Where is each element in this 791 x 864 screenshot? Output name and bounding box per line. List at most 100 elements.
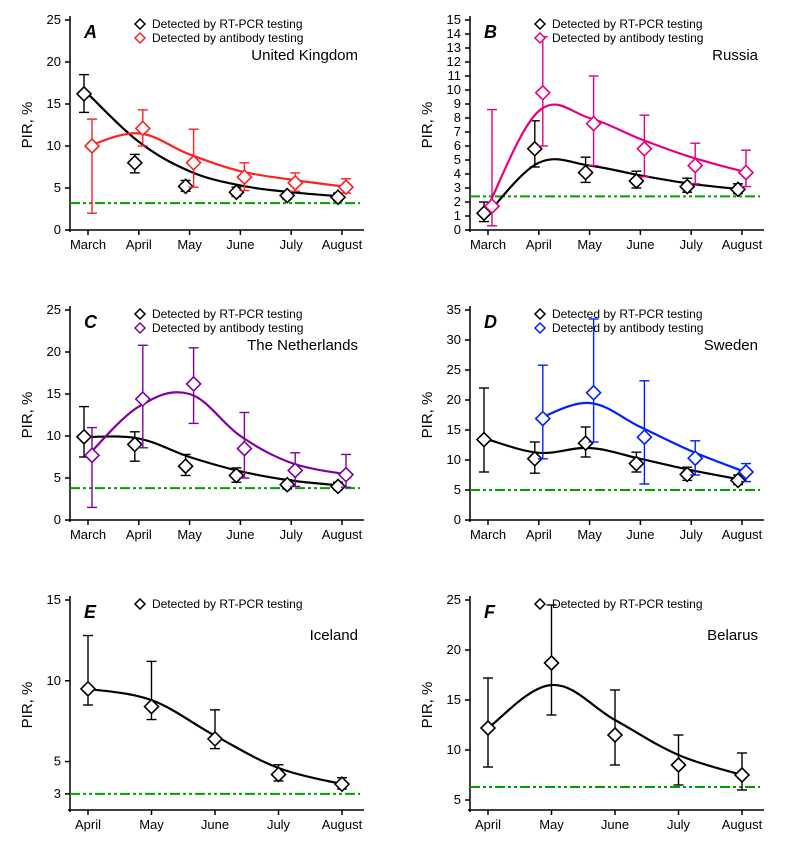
- svg-text:July: July: [667, 817, 691, 832]
- svg-text:10: 10: [47, 138, 61, 153]
- svg-text:April: April: [126, 527, 152, 542]
- svg-text:July: July: [680, 527, 704, 542]
- panel-E: 351015PIR, %AprilMayJuneJulyAugustEIcela…: [15, 590, 375, 850]
- svg-text:PIR, %: PIR, %: [419, 682, 436, 729]
- svg-text:Detected by RT-PCR testing: Detected by RT-PCR testing: [552, 307, 703, 321]
- svg-text:PIR, %: PIR, %: [419, 102, 436, 149]
- svg-text:5: 5: [454, 482, 461, 497]
- svg-text:May: May: [539, 817, 564, 832]
- svg-text:13: 13: [447, 40, 461, 55]
- svg-text:Detected by RT-PCR testing: Detected by RT-PCR testing: [152, 597, 303, 611]
- svg-text:C: C: [84, 312, 98, 332]
- svg-text:10: 10: [447, 82, 461, 97]
- svg-text:Belarus: Belarus: [707, 627, 758, 644]
- svg-text:35: 35: [447, 302, 461, 317]
- svg-text:2: 2: [454, 194, 461, 209]
- svg-text:20: 20: [47, 54, 61, 69]
- svg-text:June: June: [226, 237, 254, 252]
- svg-text:The Netherlands: The Netherlands: [247, 337, 358, 354]
- svg-text:Iceland: Iceland: [310, 627, 358, 644]
- panel-F: 5 10 15 20 25 PIR, % April May June July August F Be…: [415, 590, 775, 850]
- svg-text:25: 25: [447, 592, 461, 607]
- svg-text:Detected by antibody testing: Detected by antibody testing: [152, 321, 303, 335]
- svg-text:5: 5: [454, 152, 461, 167]
- svg-text:Detected by antibody testing: Detected by antibody testing: [552, 31, 703, 45]
- svg-text:25: 25: [47, 12, 61, 27]
- svg-text:March: March: [470, 237, 506, 252]
- svg-text:June: June: [601, 817, 629, 832]
- svg-text:March: March: [70, 237, 106, 252]
- svg-text:3: 3: [454, 180, 461, 195]
- svg-text:5: 5: [54, 180, 61, 195]
- svg-text:15: 15: [47, 386, 61, 401]
- svg-text:Detected by RT-PCR testing: Detected by RT-PCR testing: [552, 17, 703, 31]
- figure-grid: 0510152025PIR, %MarchAprilMayJuneJulyAug…: [0, 0, 791, 864]
- svg-text:July: July: [267, 817, 291, 832]
- svg-text:5: 5: [54, 754, 61, 769]
- svg-text:April: April: [475, 817, 501, 832]
- svg-text:0: 0: [454, 222, 461, 237]
- svg-text:10: 10: [447, 452, 461, 467]
- svg-text:15: 15: [447, 422, 461, 437]
- svg-text:United Kingdom: United Kingdom: [251, 47, 358, 64]
- svg-text:August: August: [722, 237, 763, 252]
- svg-text:20: 20: [47, 344, 61, 359]
- svg-text:8: 8: [454, 110, 461, 125]
- svg-text:March: March: [70, 527, 106, 542]
- panel-A: 0 5 10 15 20 25 PIR, % March April May June July Aug…: [15, 10, 375, 270]
- svg-text:March: March: [470, 527, 506, 542]
- svg-text:June: June: [201, 817, 229, 832]
- svg-text:10: 10: [47, 673, 61, 688]
- svg-text:E: E: [84, 602, 97, 622]
- svg-text:June: June: [626, 237, 654, 252]
- svg-text:June: June: [226, 527, 254, 542]
- panel-C: 0510152025PIR, %MarchAprilMayJuneJulyAug…: [15, 300, 375, 560]
- svg-text:July: July: [280, 527, 304, 542]
- svg-text:F: F: [484, 602, 496, 622]
- svg-text:April: April: [75, 817, 101, 832]
- svg-text:B: B: [484, 22, 497, 42]
- svg-text:April: April: [526, 527, 552, 542]
- svg-text:April: April: [526, 237, 552, 252]
- svg-text:PIR, %: PIR, %: [19, 682, 36, 729]
- svg-text:D: D: [484, 312, 497, 332]
- svg-text:Sweden: Sweden: [704, 337, 758, 354]
- svg-text:6: 6: [454, 138, 461, 153]
- svg-text:Detected by RT-PCR testing: Detected by RT-PCR testing: [552, 597, 703, 611]
- svg-text:July: July: [280, 237, 304, 252]
- svg-text:12: 12: [447, 54, 461, 69]
- svg-text:August: August: [322, 817, 363, 832]
- svg-text:August: August: [722, 817, 763, 832]
- svg-text:14: 14: [447, 26, 461, 41]
- svg-text:August: August: [322, 237, 363, 252]
- svg-text:7: 7: [454, 124, 461, 139]
- svg-text:15: 15: [47, 96, 61, 111]
- svg-text:20: 20: [447, 642, 461, 657]
- svg-text:20: 20: [447, 392, 461, 407]
- svg-text:A: A: [83, 22, 97, 42]
- svg-text:15: 15: [447, 12, 461, 27]
- svg-text:April: April: [126, 237, 152, 252]
- svg-text:10: 10: [447, 742, 461, 757]
- svg-text:May: May: [577, 527, 602, 542]
- svg-text:25: 25: [47, 302, 61, 317]
- svg-text:5: 5: [454, 792, 461, 807]
- svg-text:May: May: [177, 237, 202, 252]
- panel-D: 05101520253035PIR, %MarchAprilMayJuneJul…: [415, 300, 775, 560]
- svg-text:Detected by RT-PCR testing: Detected by RT-PCR testing: [152, 307, 303, 321]
- svg-text:1: 1: [454, 208, 461, 223]
- svg-text:May: May: [139, 817, 164, 832]
- svg-text:May: May: [577, 237, 602, 252]
- svg-text:3: 3: [54, 786, 61, 801]
- svg-text:10: 10: [47, 428, 61, 443]
- svg-text:May: May: [177, 527, 202, 542]
- svg-text:PIR, %: PIR, %: [19, 102, 36, 149]
- svg-text:Russia: Russia: [712, 47, 759, 64]
- svg-text:0: 0: [454, 512, 461, 527]
- svg-text:August: August: [722, 527, 763, 542]
- svg-text:0: 0: [54, 222, 61, 237]
- svg-text:15: 15: [447, 692, 461, 707]
- svg-text:Detected by RT-PCR testing: Detected by RT-PCR testing: [152, 17, 303, 31]
- svg-text:30: 30: [447, 332, 461, 347]
- svg-text:25: 25: [447, 362, 461, 377]
